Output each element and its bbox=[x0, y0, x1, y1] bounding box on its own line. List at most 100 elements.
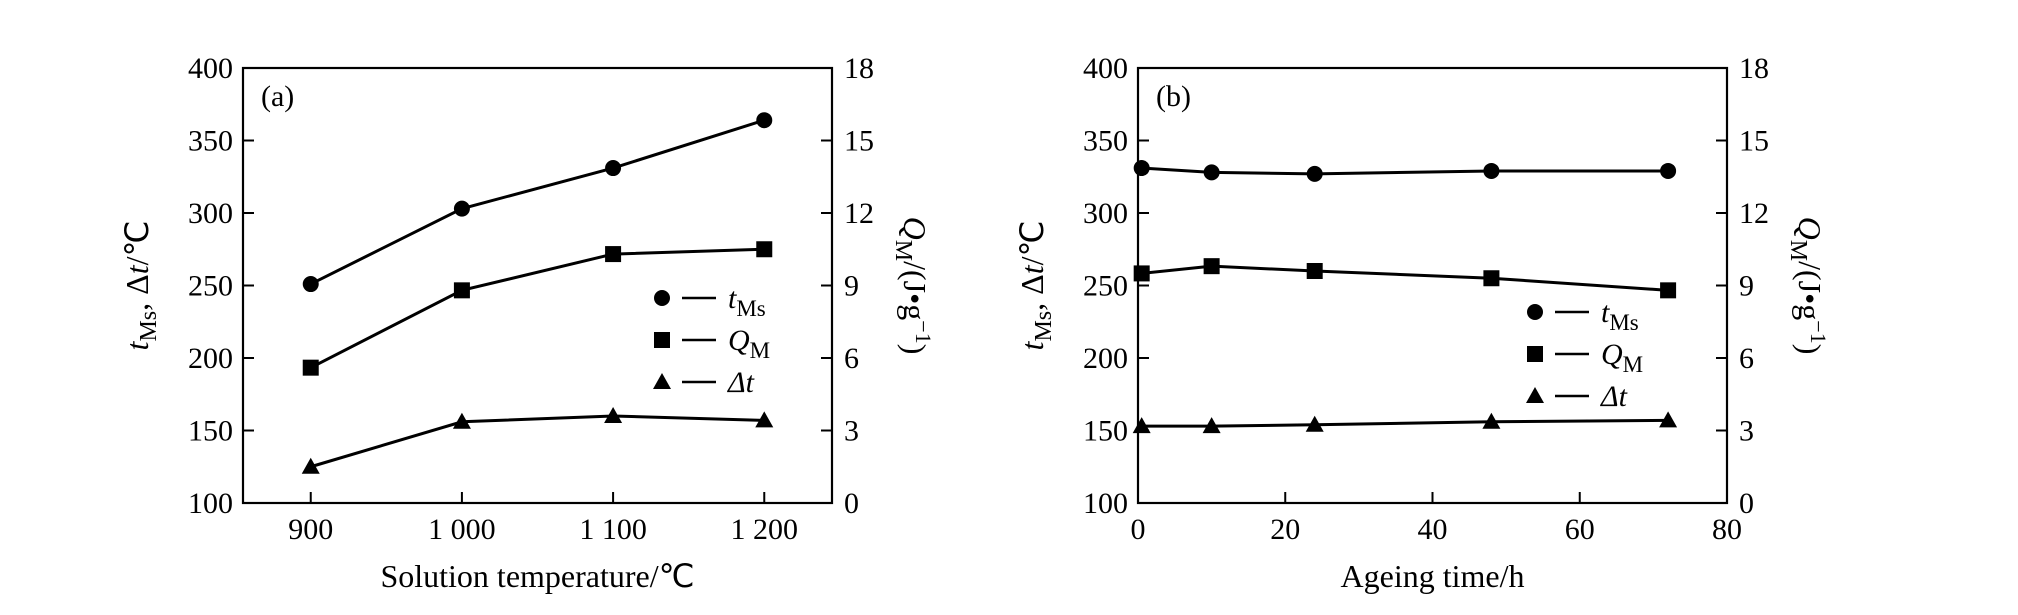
y-tick-label: 100 bbox=[188, 487, 233, 520]
y2-tick-label: 6 bbox=[844, 342, 859, 375]
data-point-QM bbox=[1483, 270, 1500, 287]
x-tick-label: 80 bbox=[1712, 513, 1742, 546]
data-point-Δt bbox=[755, 411, 774, 428]
data-point-QM bbox=[756, 241, 773, 258]
legend-label-sub: M bbox=[750, 338, 770, 363]
data-point-Δt bbox=[1202, 417, 1221, 434]
y2-axis-title-unit: /(J•g bbox=[1792, 261, 1828, 320]
legend-label-sub: M bbox=[1623, 352, 1643, 377]
data-point-QM bbox=[605, 246, 622, 263]
y-tick-label: 200 bbox=[188, 342, 233, 375]
y-tick-label: 400 bbox=[1083, 52, 1128, 85]
legend-label-QM: QM bbox=[728, 324, 770, 363]
legend-marker-tMs bbox=[1527, 304, 1543, 320]
data-point-Δt bbox=[1132, 417, 1151, 434]
y-axis-title-t: t bbox=[119, 340, 155, 350]
legend-marker-Δt bbox=[1526, 387, 1544, 403]
plot-frame bbox=[1136, 66, 1729, 505]
y-axis-title-unit: /℃ bbox=[1014, 221, 1050, 266]
data-point-QM bbox=[1306, 263, 1323, 279]
y-axis-title-sub: Ms bbox=[1031, 311, 1057, 342]
data-point-tMs bbox=[605, 160, 622, 177]
y2-tick-label: 0 bbox=[844, 487, 859, 520]
legend-label-QM: QM bbox=[1601, 338, 1643, 377]
data-point-Δt bbox=[1659, 411, 1678, 428]
y2-tick-label: 9 bbox=[844, 270, 859, 303]
plot-frame bbox=[241, 66, 834, 505]
x-tick-label: 60 bbox=[1565, 513, 1595, 546]
legend-label-main: Q bbox=[1601, 338, 1623, 371]
chart-panel-1: 100 150 200 250 300 350 400 0 3 6 9 12 15 18 900 1 000 1… bbox=[119, 52, 936, 594]
legend-label-sub: Ms bbox=[1609, 310, 1638, 335]
series-QM bbox=[302, 241, 773, 376]
x-tick-label: 20 bbox=[1270, 513, 1300, 546]
series-line-QM bbox=[1141, 264, 1669, 292]
legend-label-main: Δt bbox=[1600, 380, 1628, 413]
y-axis-title-t: t bbox=[1014, 340, 1050, 350]
data-point-QM bbox=[1660, 282, 1677, 299]
data-point-Δt bbox=[1482, 412, 1501, 429]
y2-axis-title: QM/(J•g−1) bbox=[1785, 217, 1831, 355]
y-tick-label: 200 bbox=[1083, 342, 1128, 375]
legend-label-tMs: tMs bbox=[1601, 296, 1639, 335]
series-tMs bbox=[1133, 160, 1677, 182]
y-tick-label: 250 bbox=[188, 270, 233, 303]
data-point-Δt bbox=[1305, 415, 1324, 432]
y2-tick-label: 15 bbox=[1739, 125, 1769, 158]
y2-axis-title-q: Q bbox=[1792, 217, 1828, 240]
x-tick-label: 40 bbox=[1418, 513, 1448, 546]
series-Δt bbox=[1132, 411, 1678, 434]
y2-axis-title-sub: M bbox=[1785, 240, 1811, 261]
y-tick-label: 400 bbox=[188, 52, 233, 85]
data-point-QM bbox=[302, 359, 319, 376]
x-axis-title: Solution temperature/℃ bbox=[380, 558, 694, 594]
legend-label-main: t bbox=[728, 282, 737, 315]
data-point-tMs bbox=[1203, 164, 1220, 181]
y-axis-title-unit: /℃ bbox=[119, 221, 155, 266]
y2-axis-title-sub: M bbox=[890, 240, 916, 261]
legend-label-Δt: Δt bbox=[1600, 380, 1628, 413]
y-axis-title-t2: t bbox=[1014, 264, 1050, 274]
legend-label-Δt: Δt bbox=[727, 366, 755, 399]
y2-tick-label: 18 bbox=[1739, 52, 1769, 85]
data-point-Δt bbox=[452, 412, 471, 429]
series-QM bbox=[1133, 258, 1677, 299]
data-point-QM bbox=[1133, 265, 1150, 282]
y2-tick-label: 3 bbox=[1739, 415, 1754, 448]
legend-marker-QM bbox=[1527, 346, 1543, 362]
y-tick-label: 150 bbox=[188, 415, 233, 448]
y2-tick-label: 9 bbox=[1739, 270, 1754, 303]
x-tick-label: 1 100 bbox=[579, 513, 647, 546]
legend-label-tMs: tMs bbox=[728, 282, 766, 321]
y-axis-title-mid: , Δ bbox=[119, 274, 155, 311]
y2-tick-label: 3 bbox=[844, 415, 859, 448]
y-tick-label: 150 bbox=[1083, 415, 1128, 448]
data-point-tMs bbox=[1133, 160, 1150, 177]
y-axis-title: tMs, Δt/℃ bbox=[1014, 221, 1057, 351]
legend-label-main: Δt bbox=[727, 366, 755, 399]
series-line-Δt bbox=[310, 414, 765, 469]
x-axis-title: Ageing time/h bbox=[1341, 558, 1525, 594]
x-tick-label: 900 bbox=[288, 513, 333, 546]
panel-label: (b) bbox=[1156, 80, 1191, 113]
data-point-tMs bbox=[1483, 162, 1500, 179]
series-line-tMs bbox=[310, 118, 765, 286]
y-tick-label: 300 bbox=[1083, 197, 1128, 230]
data-point-Δt bbox=[301, 457, 320, 474]
series-tMs bbox=[302, 112, 773, 293]
y2-axis-title-unit: /(J•g bbox=[897, 261, 933, 320]
y-axis-title-mid: , Δ bbox=[1014, 274, 1050, 311]
legend-label-sub: Ms bbox=[736, 296, 765, 321]
data-point-tMs bbox=[453, 200, 470, 217]
data-point-tMs bbox=[1306, 165, 1323, 182]
y-tick-label: 350 bbox=[1083, 125, 1128, 158]
series-line-Δt bbox=[1141, 418, 1669, 428]
legend-label-main: Q bbox=[728, 324, 750, 357]
y-axis-title-t2: t bbox=[119, 264, 155, 274]
y2-axis-title-sup: −1 bbox=[1806, 320, 1831, 343]
y2-tick-label: 15 bbox=[844, 125, 874, 158]
legend-marker-tMs bbox=[654, 290, 670, 306]
y2-axis-title-close: ) bbox=[897, 344, 933, 355]
